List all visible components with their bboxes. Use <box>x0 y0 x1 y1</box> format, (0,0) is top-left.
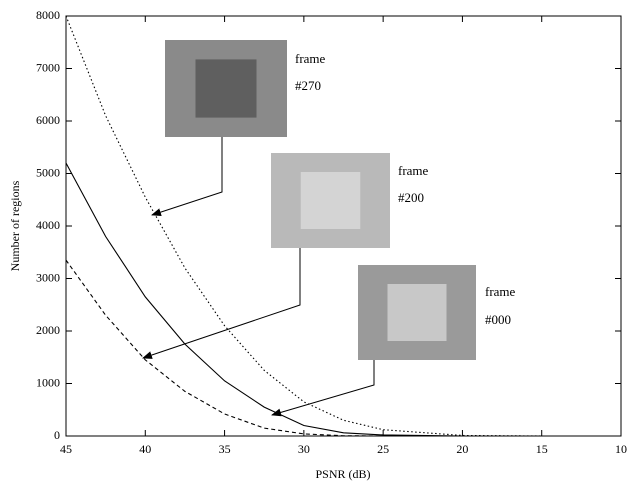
annotation-arrow <box>152 137 222 215</box>
y-tick-label: 2000 <box>36 323 60 337</box>
y-tick-label: 7000 <box>36 60 60 74</box>
x-tick-label: 20 <box>456 442 468 456</box>
annotation-text: frame <box>398 163 429 178</box>
y-tick-label: 6000 <box>36 113 60 127</box>
x-tick-label: 35 <box>219 442 231 456</box>
frame-photo-detail <box>301 172 361 229</box>
annotation-arrow <box>143 248 300 358</box>
x-tick-label: 15 <box>536 442 548 456</box>
x-tick-label: 45 <box>60 442 72 456</box>
x-tick-label: 30 <box>298 442 310 456</box>
frame-photo-detail <box>388 284 447 341</box>
x-tick-label: 40 <box>139 442 151 456</box>
x-tick-label: 25 <box>377 442 389 456</box>
annotation-arrow <box>272 360 374 415</box>
y-axis-label: Number of regions <box>8 180 22 271</box>
annotation-text: #200 <box>398 190 424 205</box>
y-tick-label: 4000 <box>36 218 60 232</box>
annotation-text: frame <box>295 51 326 66</box>
y-tick-label: 8000 <box>36 8 60 22</box>
annotation-text: #000 <box>485 312 511 327</box>
annotation-text: #270 <box>295 78 321 93</box>
frame-photo-detail <box>196 59 257 117</box>
y-tick-label: 1000 <box>36 375 60 389</box>
y-tick-label: 5000 <box>36 165 60 179</box>
x-axis-label: PSNR (dB) <box>315 467 370 481</box>
y-tick-label: 0 <box>54 428 60 442</box>
y-tick-label: 3000 <box>36 270 60 284</box>
annotation-text: frame <box>485 284 516 299</box>
x-tick-label: 10 <box>615 442 627 456</box>
